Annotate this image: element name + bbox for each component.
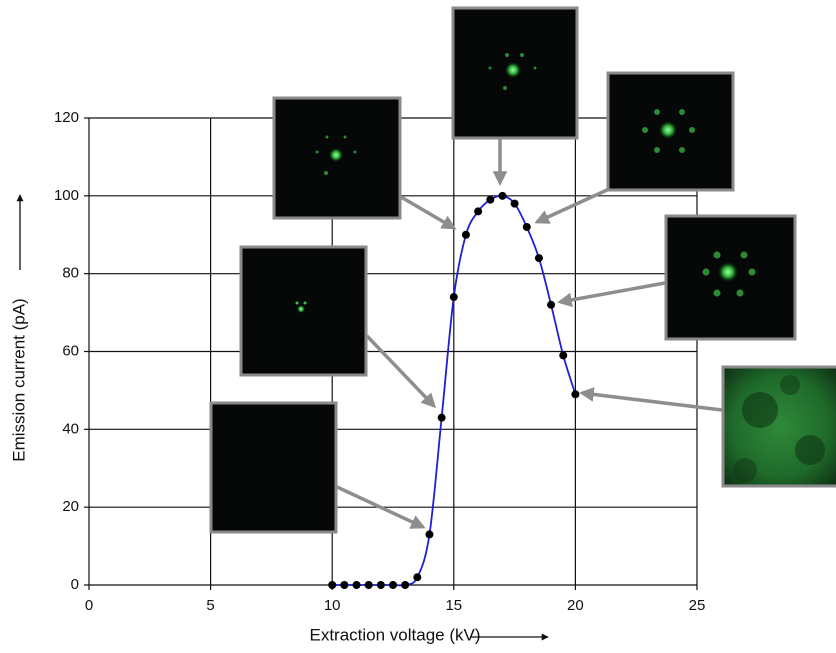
inset-image	[211, 403, 336, 532]
x-tick-label: 15	[445, 597, 462, 614]
chart: 0 20 40 60 80 100 120 0 5 10 15 20 25 Extraction vol…	[0, 0, 836, 653]
y-tick-label: 0	[71, 576, 79, 593]
data-point	[462, 231, 470, 239]
data-point	[377, 581, 385, 589]
y-tick-label: 40	[62, 420, 79, 437]
data-point	[353, 581, 361, 589]
data-point	[365, 581, 373, 589]
data-point	[498, 192, 506, 200]
y-tick-label: 80	[62, 265, 79, 282]
data-point	[523, 223, 531, 231]
data-point	[389, 581, 397, 589]
y-tick-label: 60	[62, 342, 79, 359]
data-point	[438, 414, 446, 422]
data-point	[474, 207, 482, 215]
y-tick-label: 100	[54, 187, 79, 204]
y-tick-label: 20	[62, 498, 79, 515]
x-tick-label: 0	[85, 597, 93, 614]
data-point	[413, 573, 421, 581]
insets	[211, 8, 836, 532]
data-point	[559, 351, 567, 359]
data-point	[401, 581, 409, 589]
x-tick-label: 20	[567, 597, 584, 614]
y-axis-label: Emission current (pA)	[9, 298, 28, 461]
y-tick-label: 120	[54, 109, 79, 126]
data-point	[547, 301, 555, 309]
data-point	[511, 200, 519, 208]
x-tick-label: 25	[689, 597, 706, 614]
data-point	[486, 196, 494, 204]
data-point	[450, 293, 458, 301]
data-point	[328, 581, 336, 589]
data-point	[535, 254, 543, 262]
x-tick-label: 10	[324, 597, 341, 614]
x-tick-label: 5	[206, 597, 214, 614]
data-point	[425, 530, 433, 538]
data-point	[571, 390, 579, 398]
x-axis-label: Extraction voltage (kV)	[309, 625, 480, 644]
data-point	[340, 581, 348, 589]
